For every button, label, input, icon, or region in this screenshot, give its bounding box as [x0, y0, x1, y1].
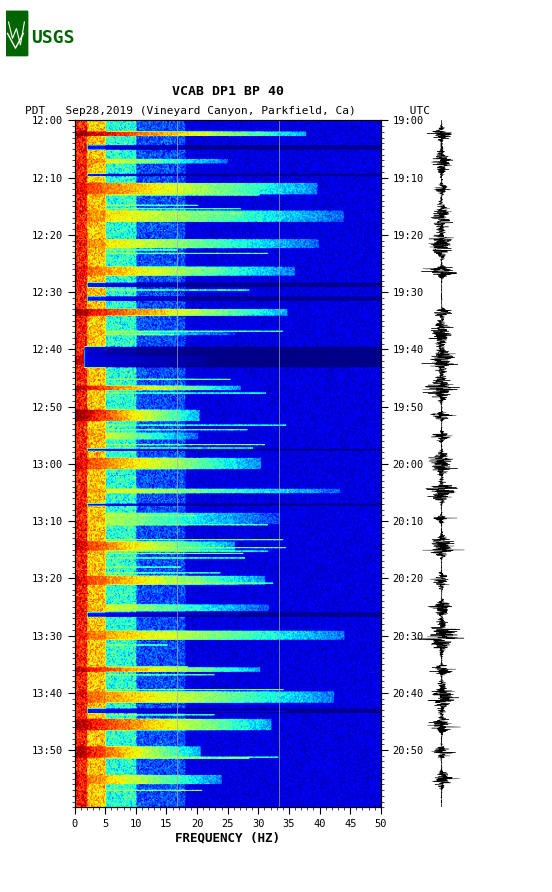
- Text: PDT   Sep28,2019 (Vineyard Canyon, Parkfield, Ca)        UTC: PDT Sep28,2019 (Vineyard Canyon, Parkfie…: [25, 106, 430, 116]
- X-axis label: FREQUENCY (HZ): FREQUENCY (HZ): [175, 832, 280, 845]
- Text: VCAB DP1 BP 40: VCAB DP1 BP 40: [172, 85, 284, 98]
- Text: USGS: USGS: [31, 29, 75, 47]
- FancyBboxPatch shape: [4, 11, 28, 56]
